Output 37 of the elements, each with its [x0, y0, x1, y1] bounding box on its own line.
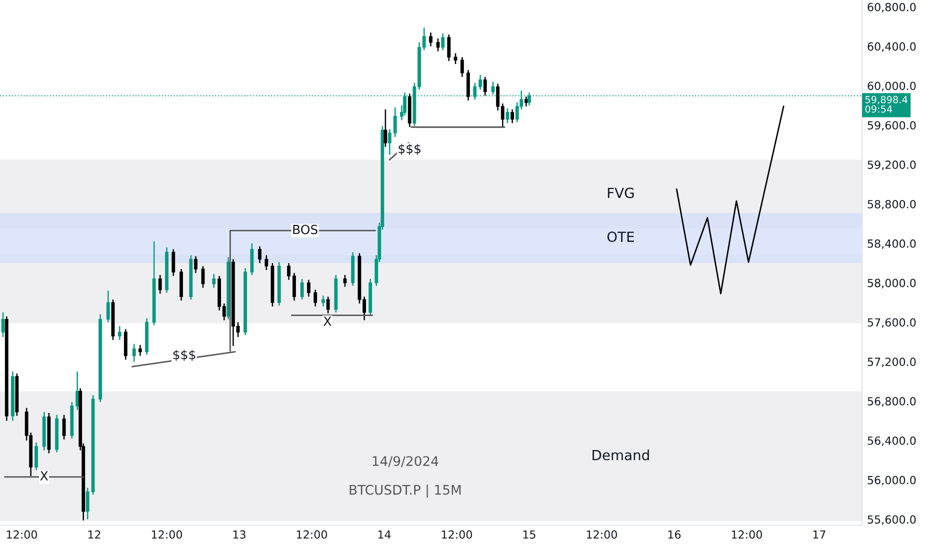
x-tick-label: 13 — [233, 530, 246, 539]
y-tick-label: 60,000.0 — [868, 82, 916, 92]
annotation: BOS — [293, 224, 318, 234]
x-tick-label: 12 — [88, 530, 100, 539]
band-label: FVG — [608, 188, 634, 198]
y-tick-label: 60,400.0 — [868, 42, 916, 52]
y-tick-label: 58,400.0 — [868, 239, 916, 249]
x-tick-label: 12:00 — [152, 530, 182, 539]
y-tick-label: 56,400.0 — [868, 436, 916, 446]
y-tick-label: 56,000.0 — [868, 476, 916, 486]
y-tick-label: 60,800.0 — [868, 2, 916, 12]
band-label: Demand — [592, 450, 649, 460]
x-tick-label: 14 — [378, 530, 391, 539]
ref-line-label: 59,898.4 09:54 — [865, 96, 908, 113]
x-tick-label: 16 — [668, 530, 681, 539]
y-tick-label: 57,600.0 — [868, 318, 916, 328]
annotation: X — [324, 316, 332, 326]
x-tick-label: 12:00 — [442, 530, 472, 539]
annotation: BTCUSDT.P | 15M — [350, 484, 461, 498]
y-tick-label: 56,800.0 — [868, 397, 916, 407]
x-tick-label: 12:00 — [732, 530, 762, 539]
y-tick-label: 57,200.0 — [868, 358, 916, 368]
annotation: $$$ — [398, 144, 420, 156]
band-label: OTE — [607, 232, 634, 242]
annotation: 14/9/2024 — [372, 456, 438, 468]
x-tick-label: 12:00 — [6, 530, 38, 539]
annotation: $$$ — [173, 350, 196, 362]
y-tick-label: 59,600.0 — [868, 121, 916, 131]
annotation: X — [40, 471, 48, 480]
y-tick-label: 55,600.0 — [868, 515, 916, 525]
x-tick-label: 17 — [813, 530, 826, 539]
x-tick-label: 15 — [523, 530, 536, 539]
y-tick-label: 58,800.0 — [868, 200, 916, 210]
x-tick-label: 12:00 — [586, 530, 617, 539]
y-tick-label: 59,200.0 — [868, 160, 916, 170]
y-tick-label: 58,000.0 — [868, 278, 916, 288]
x-tick-label: 12:00 — [296, 530, 328, 539]
